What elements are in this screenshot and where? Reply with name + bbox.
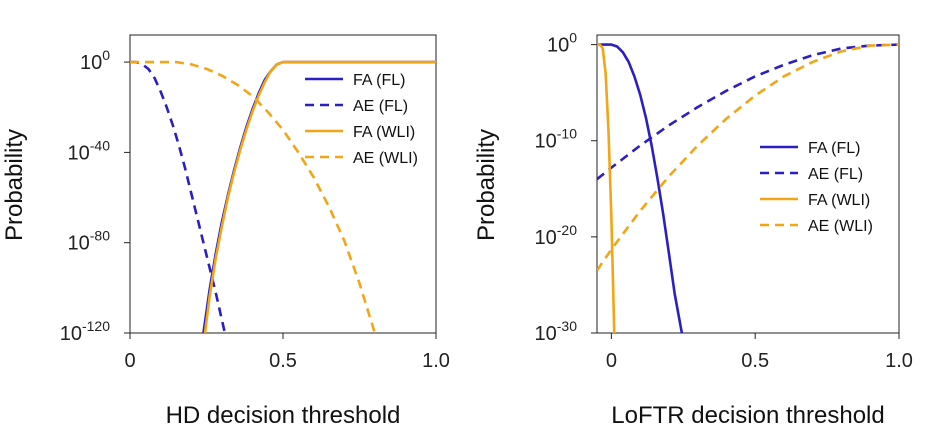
chart-panel-hd: 0 0.5 1.0 100 10-40 10-80 10-120 HD decision … [1,34,450,429]
x-axis-label: LoFTR decision threshold [611,402,884,429]
y-tick-label: 10-120 [60,318,110,345]
legend-label: AE (WLI) [808,218,873,235]
legend-item-fa-fl: FA (FL) [760,140,860,157]
legend-item-fa-wli: FA (WLI) [760,192,870,209]
y-tick-label: 100 [547,30,577,57]
legend-item-ae-wli: AE (WLI) [760,218,873,235]
legend-item-ae-wli: AE (WLI) [305,150,418,167]
legend: FA (FL) AE (FL) FA (WLI) AE (WLI) [760,140,873,235]
series-line-ae-wli [597,43,899,272]
legend-item-fa-fl: FA (FL) [305,72,405,89]
series-line-fa-wli [597,43,616,333]
series-layer [130,60,436,333]
series-line-ae-wli [130,60,377,333]
y-tick-label: 10-20 [535,222,578,249]
legend-label: FA (WLI) [353,124,415,141]
legend-label: FA (FL) [353,72,405,89]
y-tick-label: 10-30 [535,318,578,345]
series-line-fa-fl [597,43,684,333]
legend-label: AE (FL) [353,98,408,115]
x-tick-label: 0 [124,350,135,372]
x-axis-ticks: 0 0.5 1.0 [606,333,913,372]
x-tick-label: 1.0 [422,350,450,372]
series-line-fa-wli [203,60,436,333]
legend-label: FA (WLI) [808,192,870,209]
y-tick-label: 10-80 [68,228,111,255]
legend-label: AE (FL) [808,166,863,183]
x-tick-label: 0 [606,350,617,372]
y-tick-label: 10-10 [535,126,578,153]
legend-item-fa-wli: FA (WLI) [305,124,415,141]
legend-item-ae-fl: AE (FL) [760,166,863,183]
x-tick-label: 0.5 [269,350,297,372]
series-line-ae-fl [130,60,227,333]
y-axis-ticks: 100 10-10 10-20 10-30 [535,30,597,345]
x-tick-label: 1.0 [885,350,913,372]
legend-label: AE (WLI) [353,150,418,167]
y-axis-label: Probability [1,129,28,241]
x-tick-label: 0.5 [741,350,769,372]
legend-item-ae-fl: AE (FL) [305,98,408,115]
x-axis-label: HD decision threshold [166,402,401,429]
legend-label: FA (FL) [808,140,860,157]
y-axis-label: Probability [473,129,500,241]
series-line-ae-fl [597,43,899,181]
y-tick-label: 100 [80,47,110,74]
chart-panel-loftr: 0 0.5 1.0 100 10-10 10-20 10-30 LoFTR decisio… [473,30,913,429]
legend: FA (FL) AE (FL) FA (WLI) AE (WLI) [305,72,418,167]
y-tick-label: 10-40 [68,137,111,164]
plot-frame [596,34,900,334]
x-axis-ticks: 0 0.5 1.0 [124,333,450,372]
y-axis-ticks: 100 10-40 10-80 10-120 [60,47,130,345]
series-layer [597,43,899,333]
